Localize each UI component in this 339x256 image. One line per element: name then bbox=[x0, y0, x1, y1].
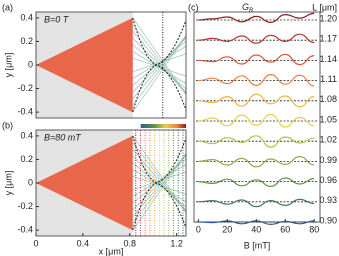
y-label: y [μm] bbox=[3, 171, 13, 196]
legend-label: 1.05 bbox=[319, 114, 337, 124]
legend-label: 1.17 bbox=[319, 34, 337, 44]
legend-label: 1.20 bbox=[319, 13, 337, 23]
y-tick-label: -0.2 bbox=[17, 201, 33, 211]
ray bbox=[132, 51, 187, 85]
trace bbox=[198, 12, 315, 24]
trace bbox=[198, 177, 315, 188]
trace bbox=[198, 155, 315, 168]
colorbar bbox=[140, 124, 186, 128]
trace bbox=[198, 93, 315, 108]
caustic bbox=[132, 64, 187, 113]
legend-label: 1.08 bbox=[319, 94, 337, 104]
x-tick-label: 0.4 bbox=[77, 238, 90, 248]
panel-label: (c) bbox=[188, 2, 199, 12]
ray bbox=[132, 24, 187, 95]
annotation: B=80 mT bbox=[44, 132, 82, 142]
x-tick-label: 20 bbox=[222, 224, 232, 234]
trace bbox=[198, 198, 315, 208]
ray bbox=[132, 135, 187, 213]
legend-label: 1.11 bbox=[320, 74, 337, 84]
y-tick-label: 0.2 bbox=[20, 154, 33, 164]
legend-label: 0.96 bbox=[319, 175, 337, 185]
annotation: B=0 T bbox=[44, 14, 70, 24]
x-tick-label: 1.2 bbox=[170, 238, 183, 248]
x-tick-label: 0 bbox=[33, 238, 38, 248]
ray bbox=[132, 17, 187, 95]
x-tick-label: 60 bbox=[280, 224, 290, 234]
ray bbox=[132, 31, 187, 95]
legend-label: 0.93 bbox=[319, 195, 337, 205]
legend-label: 0.90 bbox=[319, 215, 337, 225]
panel-label: (b) bbox=[2, 120, 13, 130]
trace bbox=[198, 73, 315, 87]
y-tick-label: 0.2 bbox=[20, 36, 33, 46]
legend-title: L [μm] bbox=[312, 2, 337, 12]
y-tick-label: -0.4 bbox=[17, 106, 33, 116]
title-main: G bbox=[242, 2, 249, 12]
y-label: y [μm] bbox=[3, 53, 13, 78]
x-label: x [μm] bbox=[99, 246, 124, 256]
beam bbox=[36, 17, 133, 113]
y-tick-label: -0.2 bbox=[17, 83, 33, 93]
trace bbox=[198, 53, 315, 66]
x-tick-label: 0 bbox=[196, 224, 201, 234]
trace bbox=[198, 135, 315, 148]
ray bbox=[132, 142, 187, 213]
y-tick-label: 0.4 bbox=[20, 130, 33, 140]
trace bbox=[198, 113, 315, 128]
y-tick-label: 0 bbox=[28, 59, 33, 69]
y-tick-label: 0 bbox=[28, 177, 33, 187]
x-tick-label: 80 bbox=[309, 224, 319, 234]
x-tick-label: 0.8 bbox=[123, 238, 136, 248]
title-sub: B bbox=[249, 8, 253, 14]
x-tick-label: 40 bbox=[251, 224, 261, 234]
legend-label: 0.99 bbox=[319, 155, 337, 165]
trace bbox=[198, 33, 315, 44]
beam bbox=[36, 135, 133, 231]
caustic bbox=[132, 182, 187, 231]
y-tick-label: -0.4 bbox=[17, 224, 33, 234]
legend-label: 1.02 bbox=[319, 135, 337, 145]
panel-label: (a) bbox=[2, 2, 13, 12]
chart-title: GB bbox=[242, 2, 253, 13]
x-label: B [mT] bbox=[244, 240, 271, 250]
y-tick-label: 0.4 bbox=[20, 12, 33, 22]
legend-label: 1.14 bbox=[319, 54, 337, 64]
